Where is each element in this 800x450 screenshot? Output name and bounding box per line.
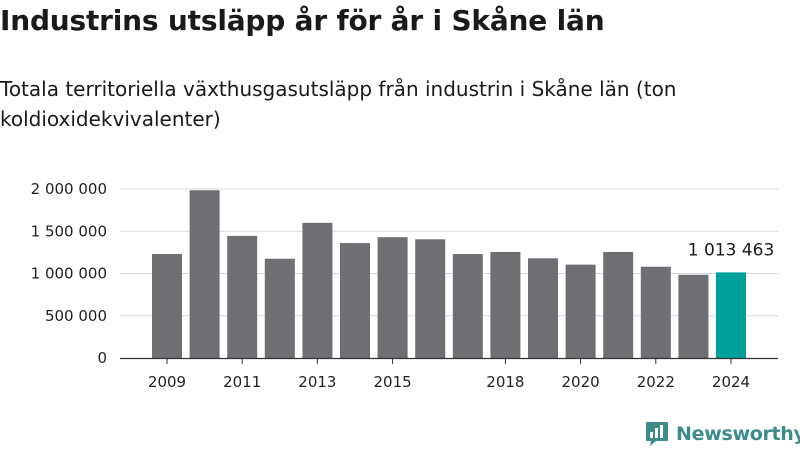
bar [227, 235, 258, 358]
bar [490, 251, 521, 358]
x-tick-label: 2022 [637, 373, 675, 391]
labels: 0 500 000 1 000 000 1 500 000 2 000 000 2009 2… [31, 180, 775, 391]
bar [640, 266, 671, 358]
bar [452, 254, 483, 358]
x-tick-label: 2013 [298, 373, 336, 391]
bar [302, 222, 333, 358]
bar-chart-logo-icon [646, 422, 668, 446]
y-tick-label: 1 000 000 [31, 265, 107, 283]
bars [152, 190, 746, 358]
bar [152, 254, 182, 358]
bar-highlight [716, 272, 746, 358]
bar [377, 237, 408, 358]
chart-subtitle: Totala territoriella växthusgasutsläpp f… [0, 77, 677, 131]
axes [120, 357, 778, 364]
x-tick-label: 2011 [223, 373, 261, 391]
bar [189, 190, 220, 358]
value-label: 1 013 463 [688, 240, 775, 260]
x-tick-label: 2009 [148, 373, 186, 391]
y-tick-label: 500 000 [45, 307, 107, 325]
y-tick-label: 0 [97, 349, 107, 367]
x-tick-label: 2018 [486, 373, 524, 391]
x-tick-label: 2024 [712, 373, 750, 391]
x-tick-label: 2020 [562, 373, 600, 391]
y-tick-label: 1 500 000 [31, 222, 107, 240]
brand-logo: Newsworthy [645, 420, 800, 448]
bar [603, 251, 634, 358]
brand-name: Newsworthy [676, 423, 800, 445]
x-tick-label: 2015 [374, 373, 412, 391]
bar [678, 274, 709, 358]
bar [264, 258, 295, 358]
chart-title: Industrins utsläpp år för år i Skåne län [0, 4, 605, 37]
bar [565, 264, 596, 358]
bar [528, 258, 558, 358]
bar [340, 243, 370, 358]
y-tick-label: 2 000 000 [31, 180, 107, 198]
bar [415, 239, 446, 358]
